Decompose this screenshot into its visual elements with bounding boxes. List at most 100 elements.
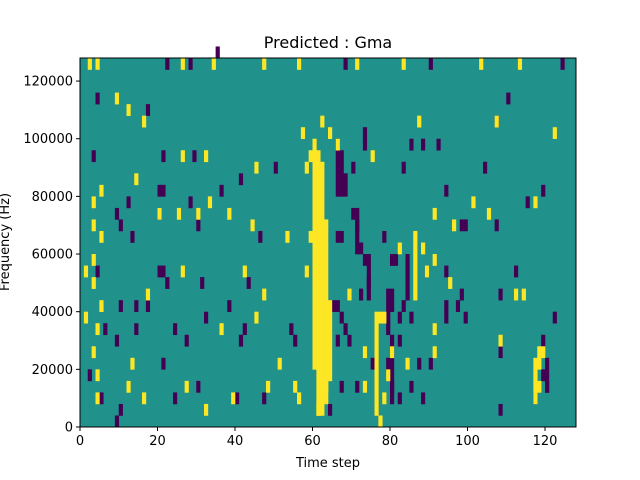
low-cell xyxy=(444,184,449,197)
axis-ticks: 0 20 40 60 80 100 120 0 20000 40000 60000 80000 1000… xyxy=(23,75,557,449)
high-cell xyxy=(320,184,325,197)
low-cell xyxy=(545,369,550,382)
low-cell xyxy=(161,357,166,370)
high-cell xyxy=(227,207,232,220)
high-cell xyxy=(328,369,333,382)
low-cell xyxy=(455,300,461,312)
low-cell xyxy=(444,265,449,278)
high-cell xyxy=(378,415,383,428)
low-cell xyxy=(343,173,348,186)
high-cell xyxy=(401,58,406,70)
low-cell xyxy=(514,265,519,278)
high-cell xyxy=(95,369,100,382)
high-cell xyxy=(320,173,325,186)
high-cell xyxy=(316,184,321,197)
low-cell xyxy=(134,323,139,336)
low-cell xyxy=(355,219,360,232)
high-cell xyxy=(324,265,329,278)
low-cell xyxy=(258,230,263,243)
high-cell xyxy=(328,323,333,336)
high-cell xyxy=(250,219,255,232)
low-cell xyxy=(436,138,441,151)
low-cell xyxy=(196,380,201,393)
low-cell xyxy=(390,369,395,382)
low-cell xyxy=(545,357,550,370)
high-cell xyxy=(316,196,321,209)
high-cell xyxy=(91,196,96,209)
low-cell xyxy=(366,277,371,289)
high-cell xyxy=(320,380,325,393)
high-cell xyxy=(83,311,89,324)
low-cell xyxy=(145,300,151,312)
low-cell xyxy=(409,380,414,393)
high-cell xyxy=(91,219,96,232)
high-cell xyxy=(382,311,387,324)
high-cell xyxy=(533,380,538,393)
low-cell xyxy=(343,58,348,70)
low-cell xyxy=(339,380,344,393)
high-cell xyxy=(413,230,418,243)
low-cell xyxy=(184,334,189,347)
low-cell xyxy=(355,242,360,255)
low-cell xyxy=(355,207,360,220)
low-cell xyxy=(405,265,410,278)
high-cell xyxy=(312,161,317,174)
high-cell xyxy=(196,207,201,220)
high-cell xyxy=(370,150,375,163)
low-cell xyxy=(335,184,340,197)
low-cell xyxy=(397,392,402,405)
high-cell xyxy=(320,392,325,405)
low-cell xyxy=(188,58,193,70)
high-cell xyxy=(142,115,147,128)
low-cell xyxy=(386,288,391,301)
high-cell xyxy=(312,300,317,312)
high-cell xyxy=(99,300,104,312)
high-cell xyxy=(417,115,422,128)
high-cell xyxy=(316,288,321,301)
high-cell xyxy=(320,207,325,220)
high-cell xyxy=(324,346,329,359)
x-tick-label: 60 xyxy=(304,434,321,449)
high-cell xyxy=(308,230,313,243)
low-cell xyxy=(366,254,371,266)
high-cell xyxy=(533,196,538,209)
high-cell xyxy=(320,265,325,278)
high-cell xyxy=(312,346,317,359)
low-cell xyxy=(161,184,166,197)
low-cell xyxy=(114,415,120,428)
high-cell xyxy=(316,311,321,324)
high-cell xyxy=(157,207,162,220)
high-cell xyxy=(312,323,317,336)
high-cell xyxy=(312,288,317,301)
high-cell xyxy=(207,196,213,209)
low-cell xyxy=(390,392,395,405)
high-cell xyxy=(91,277,96,289)
low-cell xyxy=(428,357,433,370)
x-tick-label: 80 xyxy=(382,434,399,449)
low-cell xyxy=(339,173,344,186)
high-cell xyxy=(285,230,290,243)
low-cell xyxy=(238,173,244,186)
high-cell xyxy=(432,207,437,220)
high-cell xyxy=(432,254,437,266)
low-cell xyxy=(370,357,375,370)
high-cell xyxy=(316,207,321,220)
high-cell xyxy=(312,207,317,220)
high-cell xyxy=(320,369,325,382)
high-cell xyxy=(320,403,325,416)
low-cell xyxy=(95,265,100,278)
high-cell xyxy=(324,392,329,405)
high-cell xyxy=(320,311,325,324)
high-cell xyxy=(320,161,325,174)
low-cell xyxy=(126,196,131,209)
low-cell xyxy=(541,334,546,347)
high-cell xyxy=(219,323,224,336)
high-cell xyxy=(324,254,329,266)
y-tick-label: 80000 xyxy=(32,190,73,205)
low-cell xyxy=(366,288,371,301)
low-cell xyxy=(359,242,364,255)
low-cell xyxy=(463,311,468,324)
high-cell xyxy=(320,300,325,312)
low-cell xyxy=(390,254,395,266)
low-cell xyxy=(165,277,170,289)
